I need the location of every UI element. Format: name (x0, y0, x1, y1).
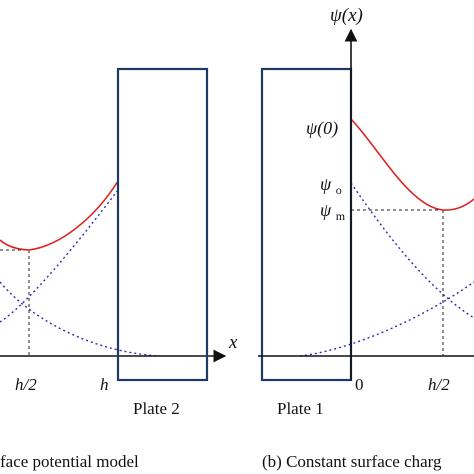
label-psi-o: ψ o (320, 174, 342, 197)
left-caption: face potential model (0, 452, 139, 471)
left-tick-h-half: h/2 (15, 375, 37, 394)
right-tick-h-half: h/2 (428, 375, 450, 394)
left-x-axis-label: x (228, 332, 238, 353)
label-psi-o-symbol: ψ (320, 174, 332, 194)
left-panel: x Plate 2 h/2 h face potential model (0, 67, 238, 471)
label-psi-m: ψ m (320, 200, 346, 223)
plate-1-rect (260, 67, 353, 382)
left-decay-curve-from-right (0, 189, 119, 323)
plate-1-label: Plate 1 (277, 399, 324, 418)
right-decay-curve-from-right (299, 281, 474, 357)
label-psi-o-subscript: o (336, 183, 342, 197)
left-tick-h: h (100, 375, 109, 394)
right-panel: Plate 1 ψ(x) ψ(0) ψ o ψ m 0 h/2 (b) Cons… (258, 5, 474, 471)
right-caption: (b) Constant surface charg (262, 452, 442, 471)
right-decay-curve-from-left (350, 182, 474, 319)
right-tick-0: 0 (355, 375, 364, 394)
right-potential-curve (350, 118, 474, 211)
right-y-axis-label: ψ(x) (330, 5, 363, 26)
label-psi-0: ψ(0) (306, 118, 338, 139)
plate-2-rect (116, 67, 209, 382)
left-potential-curve (0, 180, 119, 251)
label-psi-m-symbol: ψ (320, 200, 332, 220)
plate-2-label: Plate 2 (133, 399, 180, 418)
left-decay-curve-from-left (0, 281, 161, 357)
label-psi-m-subscript: m (336, 209, 346, 223)
